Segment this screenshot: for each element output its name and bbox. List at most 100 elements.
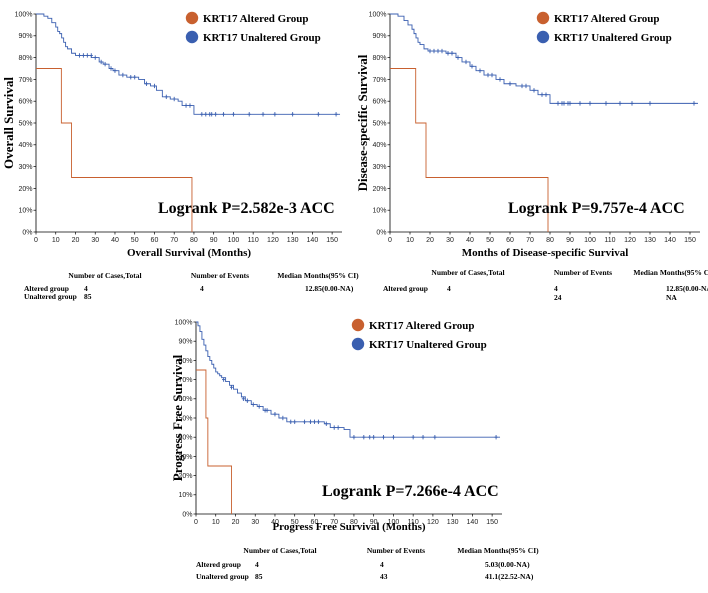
x-axis-label: Progress Free Survival (Months) <box>272 521 425 533</box>
x-tick-label: 0 <box>194 519 198 526</box>
table-median: NA <box>666 293 677 302</box>
y-tick-label: 20% <box>18 186 32 193</box>
y-tick-label: 50% <box>372 120 386 127</box>
x-tick-label: 70 <box>526 237 534 244</box>
x-tick-label: 100 <box>228 237 240 244</box>
km-curve-unaltered <box>36 13 341 115</box>
legend-marker-unaltered <box>351 337 365 351</box>
y-tick-label: 40% <box>18 142 32 149</box>
x-tick-label: 40 <box>466 237 474 244</box>
x-tick-label: 150 <box>326 237 338 244</box>
y-tick-label: 0% <box>182 511 192 518</box>
km-curve-altered <box>196 369 232 514</box>
logrank-annotation: Logrank P=2.582e-3 ACC <box>158 200 335 217</box>
table-events: 4 <box>554 284 558 293</box>
y-tick-label: 60% <box>18 99 32 106</box>
legend-marker-unaltered <box>185 30 199 44</box>
x-tick-label: 80 <box>190 237 198 244</box>
table-events: 43 <box>380 572 388 581</box>
x-tick-label: 90 <box>566 237 574 244</box>
table-median: 12.85(0.00-NA) <box>305 284 354 293</box>
x-tick-label: 80 <box>350 519 358 526</box>
y-tick-label: 70% <box>18 77 32 84</box>
x-tick-label: 110 <box>408 519 419 526</box>
legend-marker-altered <box>185 11 199 25</box>
km-curve-unaltered <box>390 13 698 104</box>
x-tick-label: 130 <box>447 519 459 526</box>
x-tick-label: 120 <box>267 237 279 244</box>
y-tick-label: 80% <box>372 55 386 62</box>
table-header: Median Months(95% CI) <box>457 546 539 555</box>
x-tick-label: 100 <box>584 237 596 244</box>
table-group-label: Unaltered group <box>196 572 249 581</box>
table-group-label: Altered group <box>196 560 241 569</box>
x-tick-label: 10 <box>212 519 220 526</box>
x-tick-label: 50 <box>131 237 139 244</box>
y-axis-label: Disease-specific Survival <box>355 54 370 191</box>
table-median: 12.85(0.00-NA) <box>666 284 708 293</box>
table-group-label: Altered group <box>383 284 428 293</box>
y-tick-label: 40% <box>372 142 386 149</box>
x-tick-label: 110 <box>604 237 615 244</box>
km-curve-altered <box>36 68 193 232</box>
y-tick-label: 50% <box>18 120 32 127</box>
legend-label: KRT17 Unaltered Group <box>369 339 487 351</box>
legend-label: KRT17 Unaltered Group <box>554 32 672 44</box>
y-tick-label: 90% <box>372 33 386 40</box>
y-axis-label: Overall Survival <box>1 77 16 169</box>
table-cases: 85 <box>84 292 92 301</box>
x-tick-label: 60 <box>151 237 159 244</box>
x-tick-label: 60 <box>311 519 319 526</box>
table-header: Number of Cases,Total <box>68 271 141 280</box>
table-median: 5.03(0.00-NA) <box>485 560 530 569</box>
table-header: Median Months(95% CI) <box>633 268 708 277</box>
x-tick-label: 10 <box>406 237 414 244</box>
y-tick-label: 10% <box>18 208 32 215</box>
y-tick-label: 100% <box>15 11 33 18</box>
legend-label: KRT17 Altered Group <box>554 13 660 25</box>
table-group-label: Altered group <box>24 284 69 293</box>
y-tick-label: 30% <box>178 454 192 461</box>
x-tick-label: 130 <box>644 237 656 244</box>
y-tick-label: 80% <box>178 358 192 365</box>
table-header: Number of Cases,Total <box>431 268 504 277</box>
x-tick-label: 150 <box>486 519 498 526</box>
table-median: 41.1(22.52-NA) <box>485 572 534 581</box>
table-header: Number of Events <box>554 268 612 277</box>
table-header: Number of Events <box>191 271 249 280</box>
legend-marker-altered <box>536 11 550 25</box>
x-tick-label: 140 <box>664 237 676 244</box>
x-tick-label: 130 <box>287 237 299 244</box>
logrank-annotation: Logrank P=7.266e-4 ACC <box>322 483 499 500</box>
x-tick-label: 70 <box>330 519 338 526</box>
x-axis-label: Months of Disease-specific Survival <box>462 247 629 259</box>
table-events: 24 <box>554 293 562 302</box>
y-tick-label: 20% <box>372 186 386 193</box>
x-tick-label: 60 <box>506 237 514 244</box>
y-tick-label: 0% <box>376 229 386 236</box>
y-tick-label: 100% <box>175 319 193 326</box>
y-tick-label: 50% <box>178 415 192 422</box>
y-tick-label: 70% <box>178 377 192 384</box>
x-tick-label: 0 <box>388 237 392 244</box>
x-tick-label: 30 <box>446 237 454 244</box>
table-cases: 4 <box>447 284 451 293</box>
y-tick-label: 10% <box>372 208 386 215</box>
y-tick-label: 20% <box>178 473 192 480</box>
x-tick-label: 0 <box>34 237 38 244</box>
y-tick-label: 70% <box>372 77 386 84</box>
x-tick-label: 90 <box>370 519 378 526</box>
x-tick-label: 120 <box>427 519 439 526</box>
km-curve-unaltered <box>196 321 501 438</box>
x-tick-label: 40 <box>271 519 279 526</box>
km-panel-3: 0% 10% 20% 30% 40% 50% 60% 70% 80% 90% 100% 0 10 20 30… <box>170 318 539 581</box>
km-panel-2: 0% 10% 20% 30% 40% 50% 60% 70% 80% 90% 100% 0 10 20 30… <box>355 11 708 302</box>
y-tick-label: 0% <box>22 229 32 236</box>
x-tick-label: 10 <box>52 237 60 244</box>
x-tick-label: 40 <box>111 237 119 244</box>
y-tick-label: 80% <box>18 55 32 62</box>
km-curve-altered <box>390 68 549 232</box>
x-tick-label: 30 <box>91 237 99 244</box>
